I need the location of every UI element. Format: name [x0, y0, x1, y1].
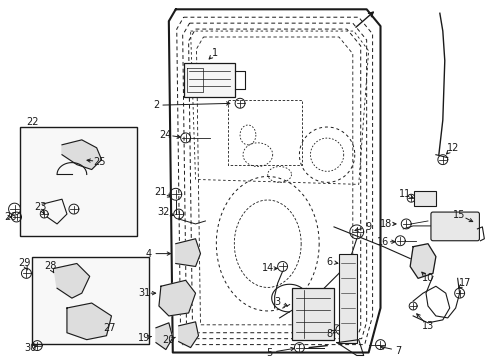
Text: 30: 30 — [24, 343, 37, 352]
Text: 2: 2 — [153, 100, 159, 110]
Polygon shape — [54, 264, 89, 298]
Text: 28: 28 — [44, 261, 56, 271]
Bar — [338, 253, 356, 343]
Text: 15: 15 — [452, 210, 465, 220]
Text: 24: 24 — [160, 130, 172, 140]
Text: 31: 31 — [138, 288, 150, 298]
Text: 7: 7 — [394, 346, 401, 356]
Text: 10: 10 — [421, 273, 433, 283]
Text: 18: 18 — [380, 219, 392, 229]
Polygon shape — [62, 140, 102, 170]
Text: 12: 12 — [446, 143, 458, 153]
Text: 16: 16 — [377, 237, 389, 247]
Polygon shape — [409, 244, 435, 278]
Text: 27: 27 — [103, 323, 116, 333]
Text: 20: 20 — [163, 335, 175, 345]
Text: 25: 25 — [93, 157, 105, 167]
Text: 3: 3 — [274, 297, 280, 307]
Polygon shape — [67, 303, 111, 339]
Text: 29: 29 — [18, 258, 31, 269]
Bar — [183, 63, 235, 97]
Text: 26: 26 — [4, 212, 17, 222]
Polygon shape — [178, 322, 198, 347]
Text: 17: 17 — [458, 278, 471, 288]
Bar — [292, 288, 333, 339]
Bar — [20, 127, 137, 236]
Text: 9: 9 — [365, 222, 371, 232]
Text: 32: 32 — [157, 207, 170, 217]
Text: 22: 22 — [26, 117, 39, 127]
Text: 4: 4 — [146, 249, 152, 258]
Text: 5: 5 — [266, 347, 272, 357]
Text: 8: 8 — [325, 329, 331, 339]
Text: 1: 1 — [212, 48, 218, 58]
Bar — [32, 257, 149, 343]
Text: 14: 14 — [261, 264, 273, 274]
Bar — [413, 191, 435, 206]
Text: 23: 23 — [34, 202, 46, 212]
Text: 19: 19 — [138, 333, 150, 343]
Polygon shape — [175, 239, 200, 266]
Polygon shape — [159, 280, 195, 316]
FancyBboxPatch shape — [430, 212, 478, 241]
Text: 13: 13 — [421, 321, 433, 331]
Polygon shape — [156, 323, 172, 350]
Text: 21: 21 — [154, 187, 167, 197]
Text: 6: 6 — [325, 257, 331, 266]
Text: 11: 11 — [398, 189, 410, 199]
